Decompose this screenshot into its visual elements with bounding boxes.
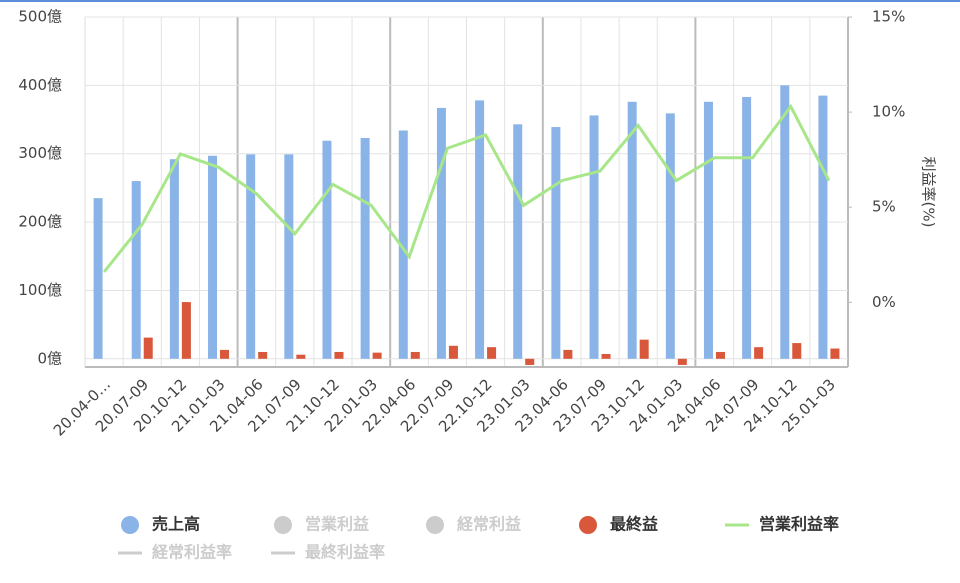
bar — [246, 154, 256, 359]
y-tick-label: 0億 — [37, 349, 62, 367]
legend-item[interactable]: 経常利益率 — [118, 543, 232, 562]
bar — [284, 154, 294, 359]
bar — [792, 343, 802, 359]
bar — [715, 351, 725, 359]
bar — [322, 140, 332, 359]
bar — [563, 349, 573, 359]
bar — [830, 348, 840, 359]
legend-item[interactable]: 売上高 — [121, 515, 200, 535]
y2-tick-label: 5% — [872, 198, 896, 216]
legend-label: 経常利益 — [457, 515, 521, 534]
legend-item[interactable]: 営業利益 — [274, 515, 369, 535]
bar — [780, 85, 790, 359]
y-tick-label: 100億 — [18, 281, 62, 299]
bar — [296, 354, 306, 359]
bar — [143, 337, 153, 359]
bar — [665, 113, 675, 359]
bar — [818, 95, 828, 359]
bar — [627, 101, 637, 359]
legend-swatch — [274, 516, 292, 534]
bar — [258, 351, 268, 359]
bar — [372, 352, 382, 359]
y-tick-label: 300億 — [18, 144, 62, 162]
bar — [639, 339, 649, 359]
legend-swatch — [579, 516, 597, 534]
legend-label: 営業利益率 — [759, 515, 839, 534]
bar — [551, 127, 561, 359]
legend-item[interactable]: 最終益 — [579, 515, 658, 535]
bar — [754, 347, 764, 359]
legend-swatch — [121, 516, 139, 534]
y-tick-label: 500億 — [18, 8, 62, 26]
y-tick-label: 400億 — [18, 76, 62, 94]
legend-swatch — [426, 516, 444, 534]
legend-label: 営業利益 — [305, 515, 369, 534]
bar — [169, 159, 179, 359]
bar — [436, 107, 446, 359]
legend-item[interactable]: 営業利益率 — [725, 515, 839, 534]
legend-item[interactable]: 最終利益率 — [271, 543, 385, 562]
bar — [513, 124, 523, 359]
legend-label: 最終益 — [610, 515, 658, 534]
bar — [131, 181, 141, 359]
legend-label: 売上高 — [152, 515, 200, 534]
bar — [677, 358, 687, 365]
y2-axis-label: 利益率(%) — [920, 157, 938, 228]
bar — [360, 137, 370, 359]
bar — [525, 358, 535, 365]
legend-label: 最終利益率 — [305, 543, 385, 562]
bar — [93, 198, 103, 359]
legend-label: 経常利益率 — [152, 543, 232, 562]
bar — [703, 101, 713, 359]
y2-tick-label: 15% — [872, 8, 905, 26]
bar — [742, 96, 752, 359]
legend-item[interactable]: 経常利益 — [426, 515, 521, 535]
bar — [487, 347, 497, 359]
y-tick-label: 200億 — [18, 213, 62, 231]
bar — [589, 115, 599, 359]
y2-tick-label: 10% — [872, 103, 905, 121]
bar — [601, 354, 611, 359]
bar — [475, 100, 485, 359]
top-border — [0, 0, 960, 2]
bar — [220, 349, 230, 359]
y2-tick-label: 0% — [872, 293, 896, 311]
bar — [410, 351, 420, 359]
line — [102, 103, 831, 273]
bar — [398, 130, 408, 359]
bar — [208, 155, 218, 359]
bar — [334, 351, 344, 359]
bar — [181, 302, 191, 359]
bar — [448, 345, 458, 359]
